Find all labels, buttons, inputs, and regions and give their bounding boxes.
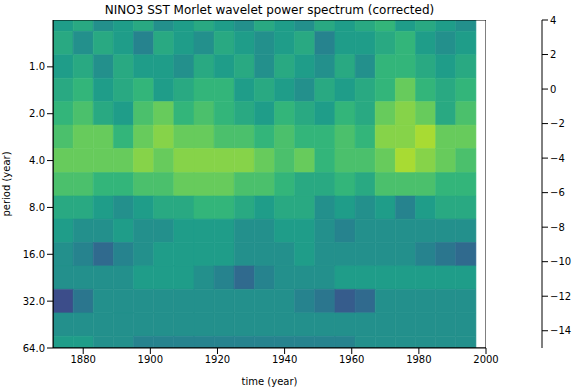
svg-text:−12: −12	[550, 291, 571, 302]
svg-text:−2: −2	[550, 118, 565, 129]
svg-text:2: 2	[550, 49, 556, 60]
svg-text:1.0: 1.0	[29, 61, 45, 72]
svg-text:1960: 1960	[339, 354, 364, 365]
svg-text:−14: −14	[550, 325, 571, 336]
svg-text:8.0: 8.0	[29, 202, 45, 213]
svg-text:2.0: 2.0	[29, 108, 45, 119]
svg-text:1980: 1980	[406, 354, 431, 365]
svg-text:4.0: 4.0	[29, 155, 45, 166]
svg-text:2000: 2000	[473, 354, 498, 365]
svg-text:1900: 1900	[138, 354, 163, 365]
svg-text:−10: −10	[550, 256, 571, 267]
svg-text:0: 0	[550, 84, 556, 95]
svg-text:1880: 1880	[70, 354, 95, 365]
svg-text:16.0: 16.0	[23, 249, 45, 260]
html-text:NINO3 SST Morlet wavelet power: NINO3 SST Morlet wavelet power spectrum …	[104, 3, 435, 17]
svg-text:64.0: 64.0	[23, 343, 45, 354]
svg-text:−8: −8	[550, 222, 565, 233]
svg-text:32.0: 32.0	[23, 296, 45, 307]
svg-text:−6: −6	[550, 187, 565, 198]
svg-text:−4: −4	[550, 153, 565, 164]
svg-text:time (year): time (year)	[242, 376, 298, 387]
svg-text:1940: 1940	[272, 354, 297, 365]
svg-text:period (year): period (year)	[1, 151, 12, 216]
svg-text:4: 4	[550, 15, 556, 26]
svg-text:1920: 1920	[205, 354, 230, 365]
